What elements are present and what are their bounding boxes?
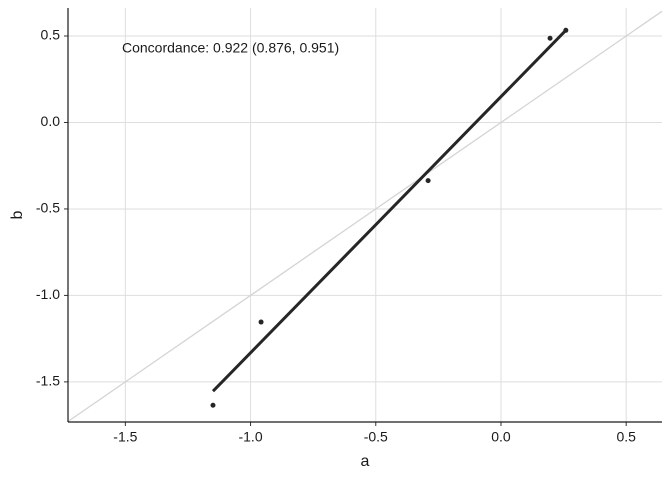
x-tick-label: -1.0 xyxy=(238,429,262,445)
point xyxy=(258,319,264,325)
y-tick-label: -0.5 xyxy=(36,200,60,216)
fit-line xyxy=(211,29,567,393)
annotation: Concordance: 0.922 (0.876, 0.951) xyxy=(122,40,339,56)
point xyxy=(563,27,569,33)
y-tick-label: 0.5 xyxy=(41,27,61,43)
x-tick-label: 0.0 xyxy=(491,429,511,445)
x-axis-title: a xyxy=(361,453,370,470)
x-tick-label: 0.5 xyxy=(616,429,636,445)
y-tick-label: -1.5 xyxy=(36,373,60,389)
point xyxy=(425,178,431,184)
y-axis-title: b xyxy=(9,210,26,219)
identity-line xyxy=(67,10,663,423)
y-tick-label: 0.0 xyxy=(41,113,61,129)
x-tick-label: -1.5 xyxy=(113,429,137,445)
y-tick-label: -1.0 xyxy=(36,286,60,302)
x-tick-label: -0.5 xyxy=(364,429,388,445)
point xyxy=(210,402,216,408)
point xyxy=(547,35,553,41)
